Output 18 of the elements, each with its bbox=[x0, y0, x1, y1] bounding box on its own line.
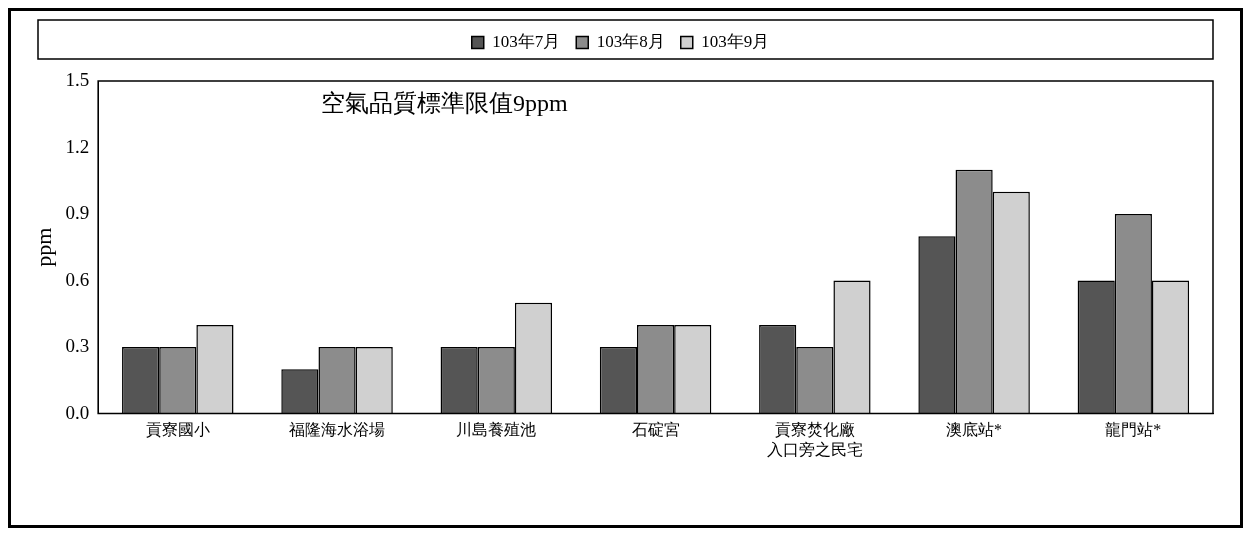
legend-label: 103年9月 bbox=[701, 31, 770, 51]
y-tick-label: 0.3 bbox=[65, 335, 90, 357]
y-tick-label: 1.5 bbox=[65, 68, 90, 90]
y-tick-label: 0.9 bbox=[65, 202, 90, 224]
x-tick-label: 貢寮國小 bbox=[145, 421, 210, 439]
annotation: 空氣品質標準限值9ppm bbox=[321, 90, 569, 117]
x-tick-label: 澳底站* bbox=[946, 421, 1003, 439]
x-tick-label: 石碇宮 bbox=[631, 421, 680, 439]
y-axis-title: ppm bbox=[30, 227, 56, 267]
legend-label: 103年7月 bbox=[492, 31, 561, 51]
x-tick-label: 龍門站* bbox=[1105, 421, 1162, 439]
y-tick-label: 0.0 bbox=[65, 401, 90, 423]
y-tick-label: 1.2 bbox=[65, 135, 90, 157]
x-tick-label: 貢寮焚化廠入口旁之民宅 bbox=[766, 421, 863, 458]
y-tick-label: 0.6 bbox=[65, 268, 90, 290]
x-tick-label: 福隆海水浴場 bbox=[289, 421, 386, 439]
x-tick-label: 川島養殖池 bbox=[456, 421, 537, 439]
legend-label: 103年8月 bbox=[596, 31, 665, 51]
